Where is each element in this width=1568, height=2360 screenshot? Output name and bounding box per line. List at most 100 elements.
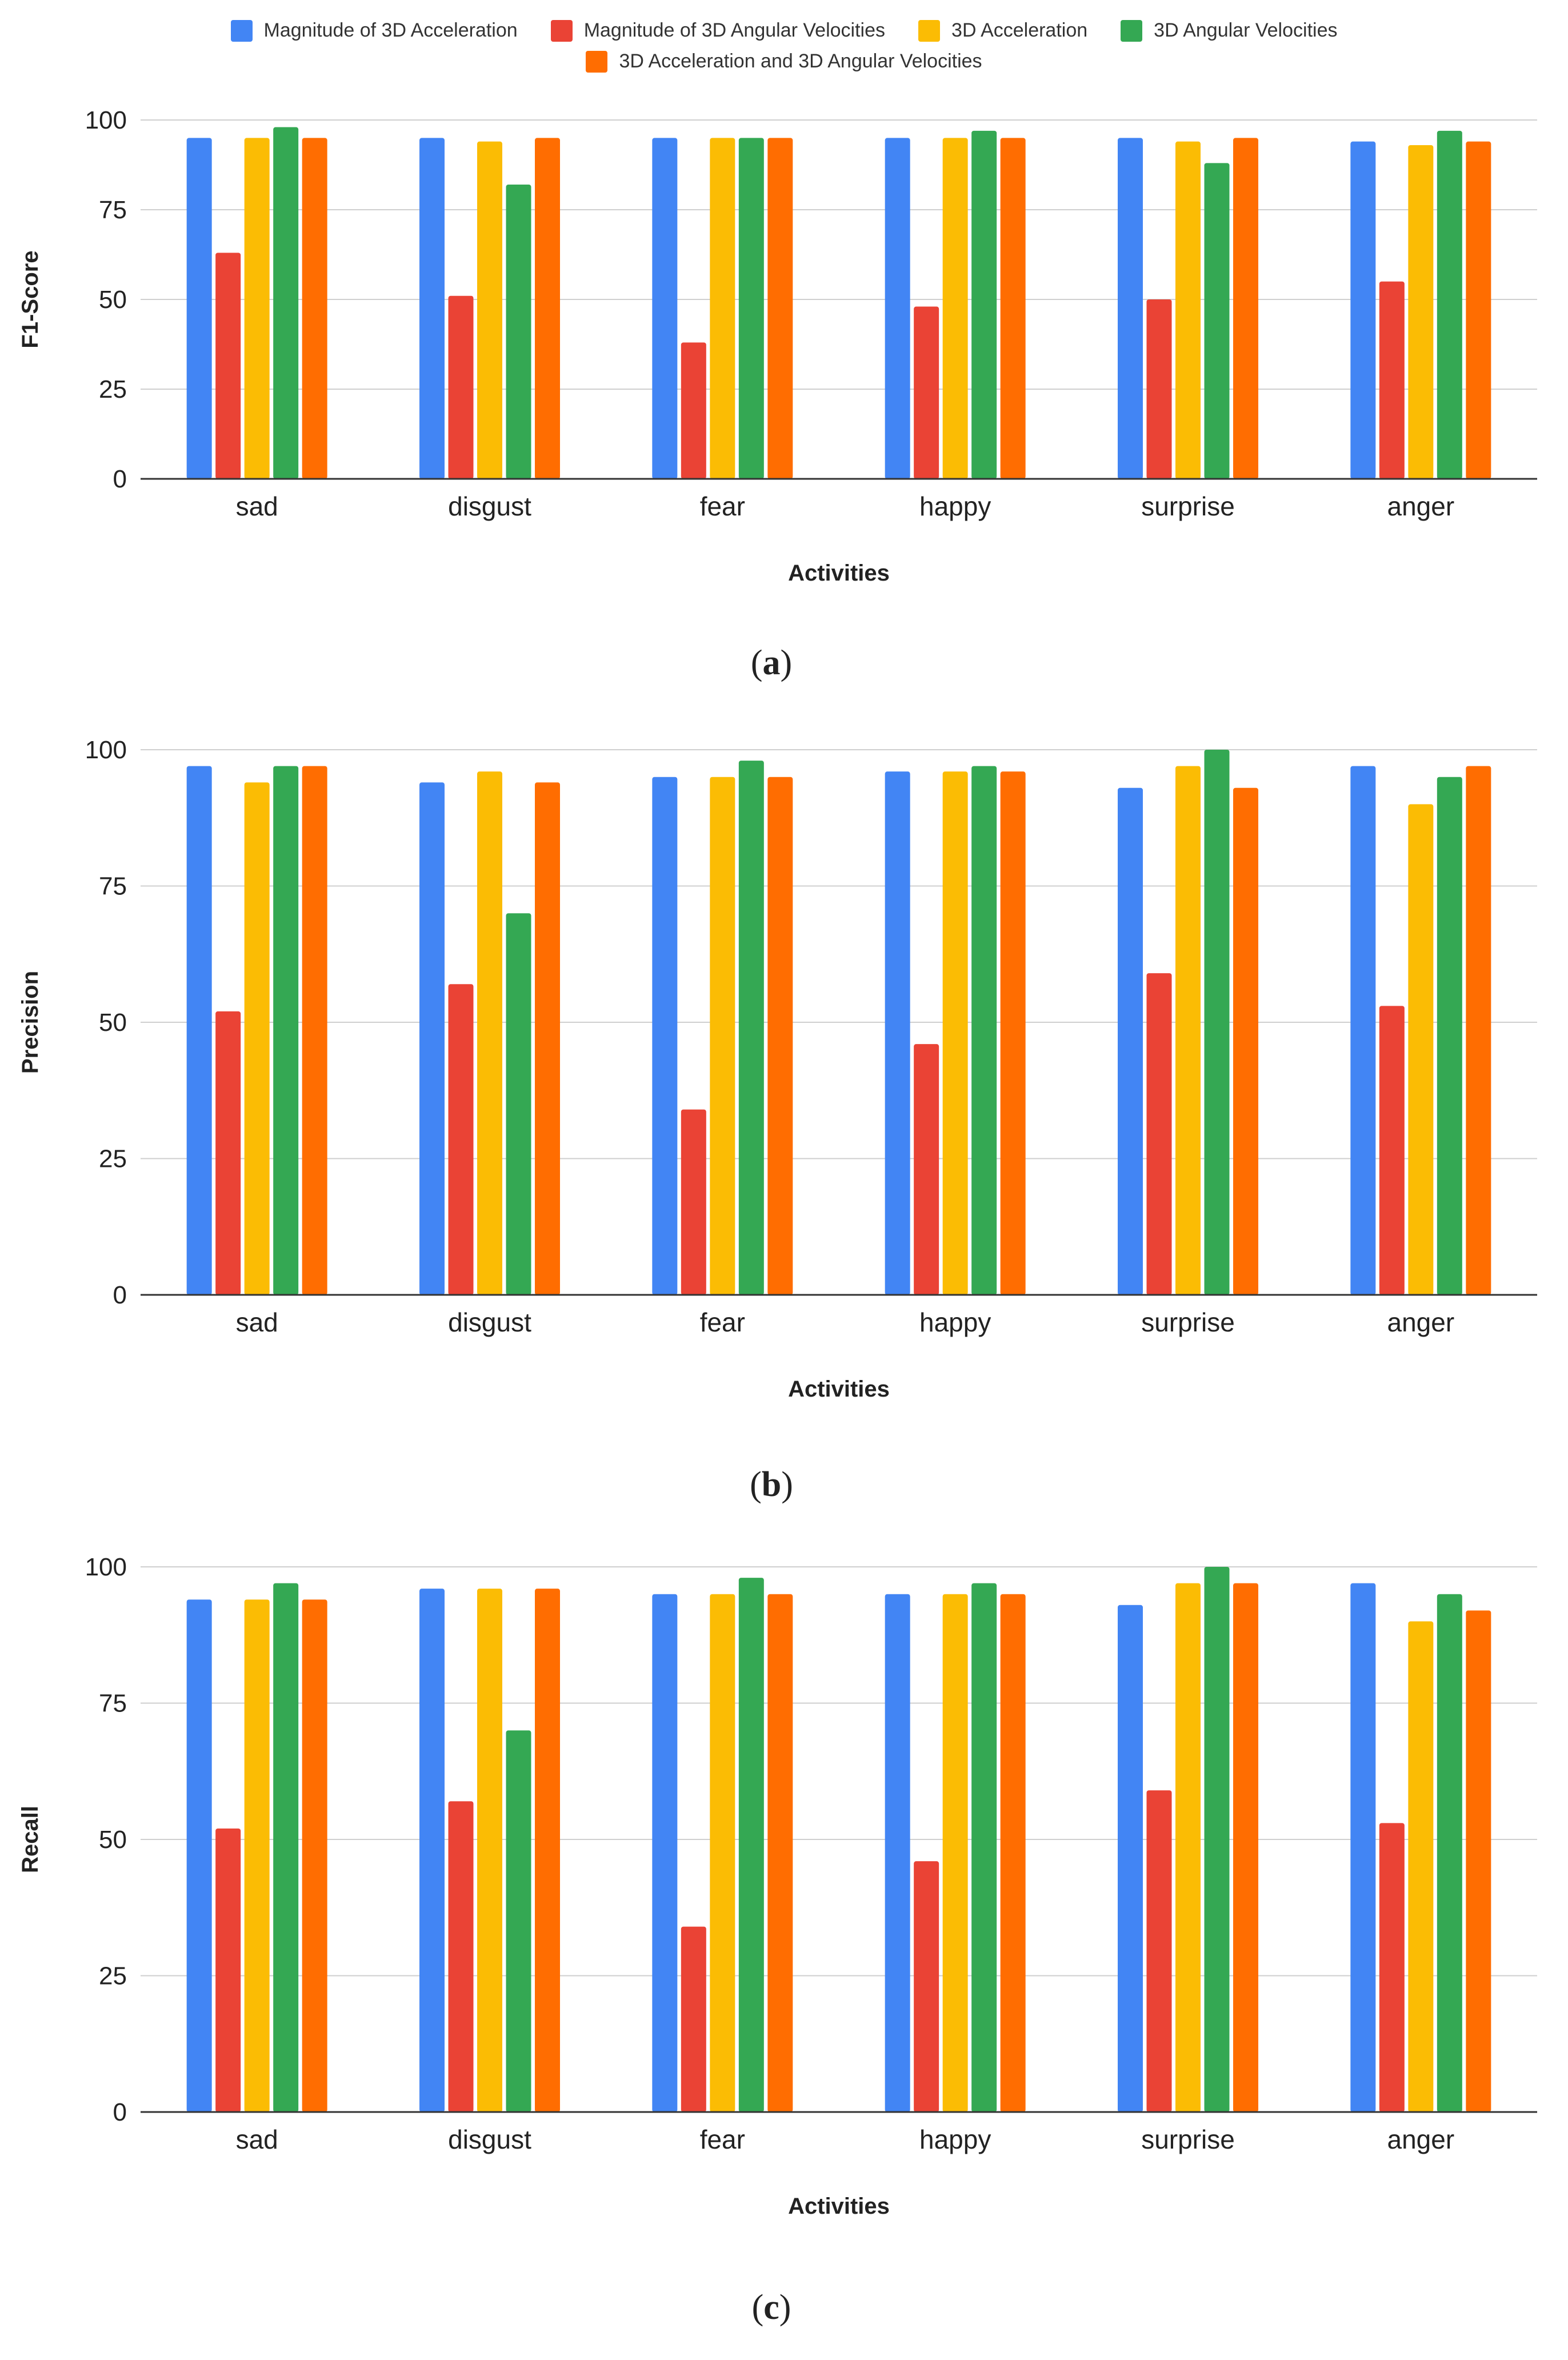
bar-disgust-series-2: [448, 984, 474, 1295]
x-axis-title: Activities: [788, 561, 890, 586]
legend-row-1: Magnitude of 3D Acceleration Magnitude o…: [0, 19, 1568, 42]
legend-label: 3D Angular Velocities: [1154, 19, 1338, 41]
bar-surprise-series-1: [1118, 138, 1143, 479]
bar-happy-series-2: [914, 306, 939, 479]
legend-row-2: 3D Acceleration and 3D Angular Velocitie…: [0, 50, 1568, 73]
bar-happy-series-5: [1000, 1594, 1026, 2112]
bar-surprise-series-4: [1204, 1567, 1230, 2112]
bar-fear-series-5: [767, 1594, 793, 2112]
bar-sad-series-1: [186, 138, 212, 479]
y-tick-label: 50: [99, 1826, 127, 1854]
bar-disgust-series-4: [506, 1730, 531, 2112]
bar-sad-series-5: [302, 766, 327, 1295]
bar-sad-series-4: [273, 766, 299, 1295]
bar-sad-series-4: [273, 1583, 299, 2112]
bar-fear-series-3: [710, 777, 735, 1295]
bar-sad-series-5: [302, 1599, 327, 2112]
recall-chart: 0 25 50 75 100 sad disgust fear happy surprise ang…: [18, 1553, 1537, 2327]
bar-sad-series-1: [186, 766, 212, 1295]
bar-sad-series-4: [273, 127, 299, 479]
y-tick-label: 100: [85, 736, 127, 764]
x-category-label: happy: [919, 1307, 991, 1337]
y-tick-label: 50: [99, 1009, 127, 1037]
bar-happy-series-1: [885, 1594, 910, 2112]
legend-label: Magnitude of 3D Acceleration: [263, 19, 518, 41]
bar-disgust-series-4: [506, 185, 531, 479]
bar-fear-series-5: [767, 777, 793, 1295]
bar-fear-series-2: [681, 1109, 706, 1295]
bar-anger-series-3: [1408, 145, 1434, 479]
x-category-label: happy: [919, 491, 991, 521]
bar-anger-series-4: [1437, 1594, 1462, 2112]
bar-surprise-series-3: [1175, 141, 1201, 479]
bar-happy-series-5: [1000, 771, 1026, 1295]
bar-disgust-series-4: [506, 913, 531, 1295]
bar-surprise-series-2: [1146, 973, 1172, 1295]
bar-sad-series-3: [244, 782, 270, 1295]
bar-anger-series-4: [1437, 130, 1462, 479]
y-tick-label: 100: [85, 1553, 127, 1581]
x-category-label: surprise: [1141, 1307, 1235, 1337]
bar-anger-series-5: [1466, 766, 1491, 1295]
bar-happy-series-3: [942, 771, 968, 1295]
bar-anger-series-1: [1350, 141, 1376, 479]
bar-happy-series-2: [914, 1044, 939, 1295]
bar-anger-series-2: [1379, 1823, 1405, 2112]
bar-fear-series-4: [738, 138, 764, 479]
bar-disgust-series-5: [535, 138, 560, 479]
x-category-label: anger: [1387, 1307, 1455, 1337]
bar-fear-series-4: [738, 761, 764, 1295]
bar-sad-series-1: [186, 1599, 212, 2112]
bar-anger-series-1: [1350, 1583, 1376, 2112]
legend-swatch: [586, 50, 608, 73]
bar-happy-series-3: [942, 138, 968, 479]
bar-anger-series-3: [1408, 1621, 1434, 2112]
y-tick-label: 0: [113, 1281, 127, 1309]
bar-disgust-series-3: [477, 141, 502, 479]
x-category-label: sad: [236, 491, 278, 521]
chart-legend: Magnitude of 3D Acceleration Magnitude o…: [0, 19, 1568, 82]
bar-anger-series-5: [1466, 1610, 1491, 2112]
bar-fear-series-5: [767, 138, 793, 479]
legend-swatch: [550, 19, 573, 42]
y-tick-label: 25: [99, 375, 127, 403]
y-tick-label: 0: [113, 465, 127, 493]
bar-happy-series-1: [885, 138, 910, 479]
x-category-label: disgust: [448, 491, 531, 521]
x-category-label: anger: [1387, 491, 1455, 521]
bar-fear-series-3: [710, 138, 735, 479]
bar-anger-series-2: [1379, 1006, 1405, 1295]
y-tick-label: 75: [99, 1690, 127, 1718]
legend-item-3d-acceleration: 3D Acceleration: [918, 19, 1087, 42]
y-axis-title: Recall: [18, 1806, 43, 1873]
bar-surprise-series-5: [1233, 787, 1258, 1295]
bar-disgust-series-3: [477, 1589, 502, 2112]
legend-label: Magnitude of 3D Angular Velocities: [583, 19, 886, 41]
bar-sad-series-3: [244, 1599, 270, 2112]
y-tick-label: 50: [99, 286, 127, 314]
bar-surprise-series-1: [1118, 1605, 1143, 2112]
legend-swatch: [918, 19, 941, 42]
bar-disgust-series-2: [448, 1801, 474, 2112]
x-axis-title: Activities: [788, 2194, 890, 2219]
f1-score-chart: 0 25 50 75 100 sad disgust fear happy surprise ang…: [18, 106, 1537, 682]
x-category-label: sad: [236, 2125, 278, 2154]
bar-sad-series-2: [215, 1828, 241, 2112]
bar-surprise-series-3: [1175, 766, 1201, 1295]
legend-swatch: [230, 19, 253, 42]
bar-disgust-series-1: [419, 782, 445, 1295]
x-category-label: fear: [700, 491, 745, 521]
bar-disgust-series-1: [419, 138, 445, 479]
bar-disgust-series-5: [535, 1589, 560, 2112]
panel-label: (c): [752, 2288, 791, 2327]
bar-surprise-series-1: [1118, 787, 1143, 1295]
panel-label: (b): [750, 1465, 793, 1504]
bar-sad-series-2: [215, 253, 241, 479]
legend-label: 3D Acceleration: [951, 19, 1088, 41]
bar-happy-series-5: [1000, 138, 1026, 479]
bar-sad-series-3: [244, 138, 270, 479]
bar-surprise-series-4: [1204, 750, 1230, 1295]
y-axis-title: F1-Score: [18, 250, 43, 348]
x-category-label: surprise: [1141, 2125, 1235, 2154]
y-tick-label: 0: [113, 2098, 127, 2126]
